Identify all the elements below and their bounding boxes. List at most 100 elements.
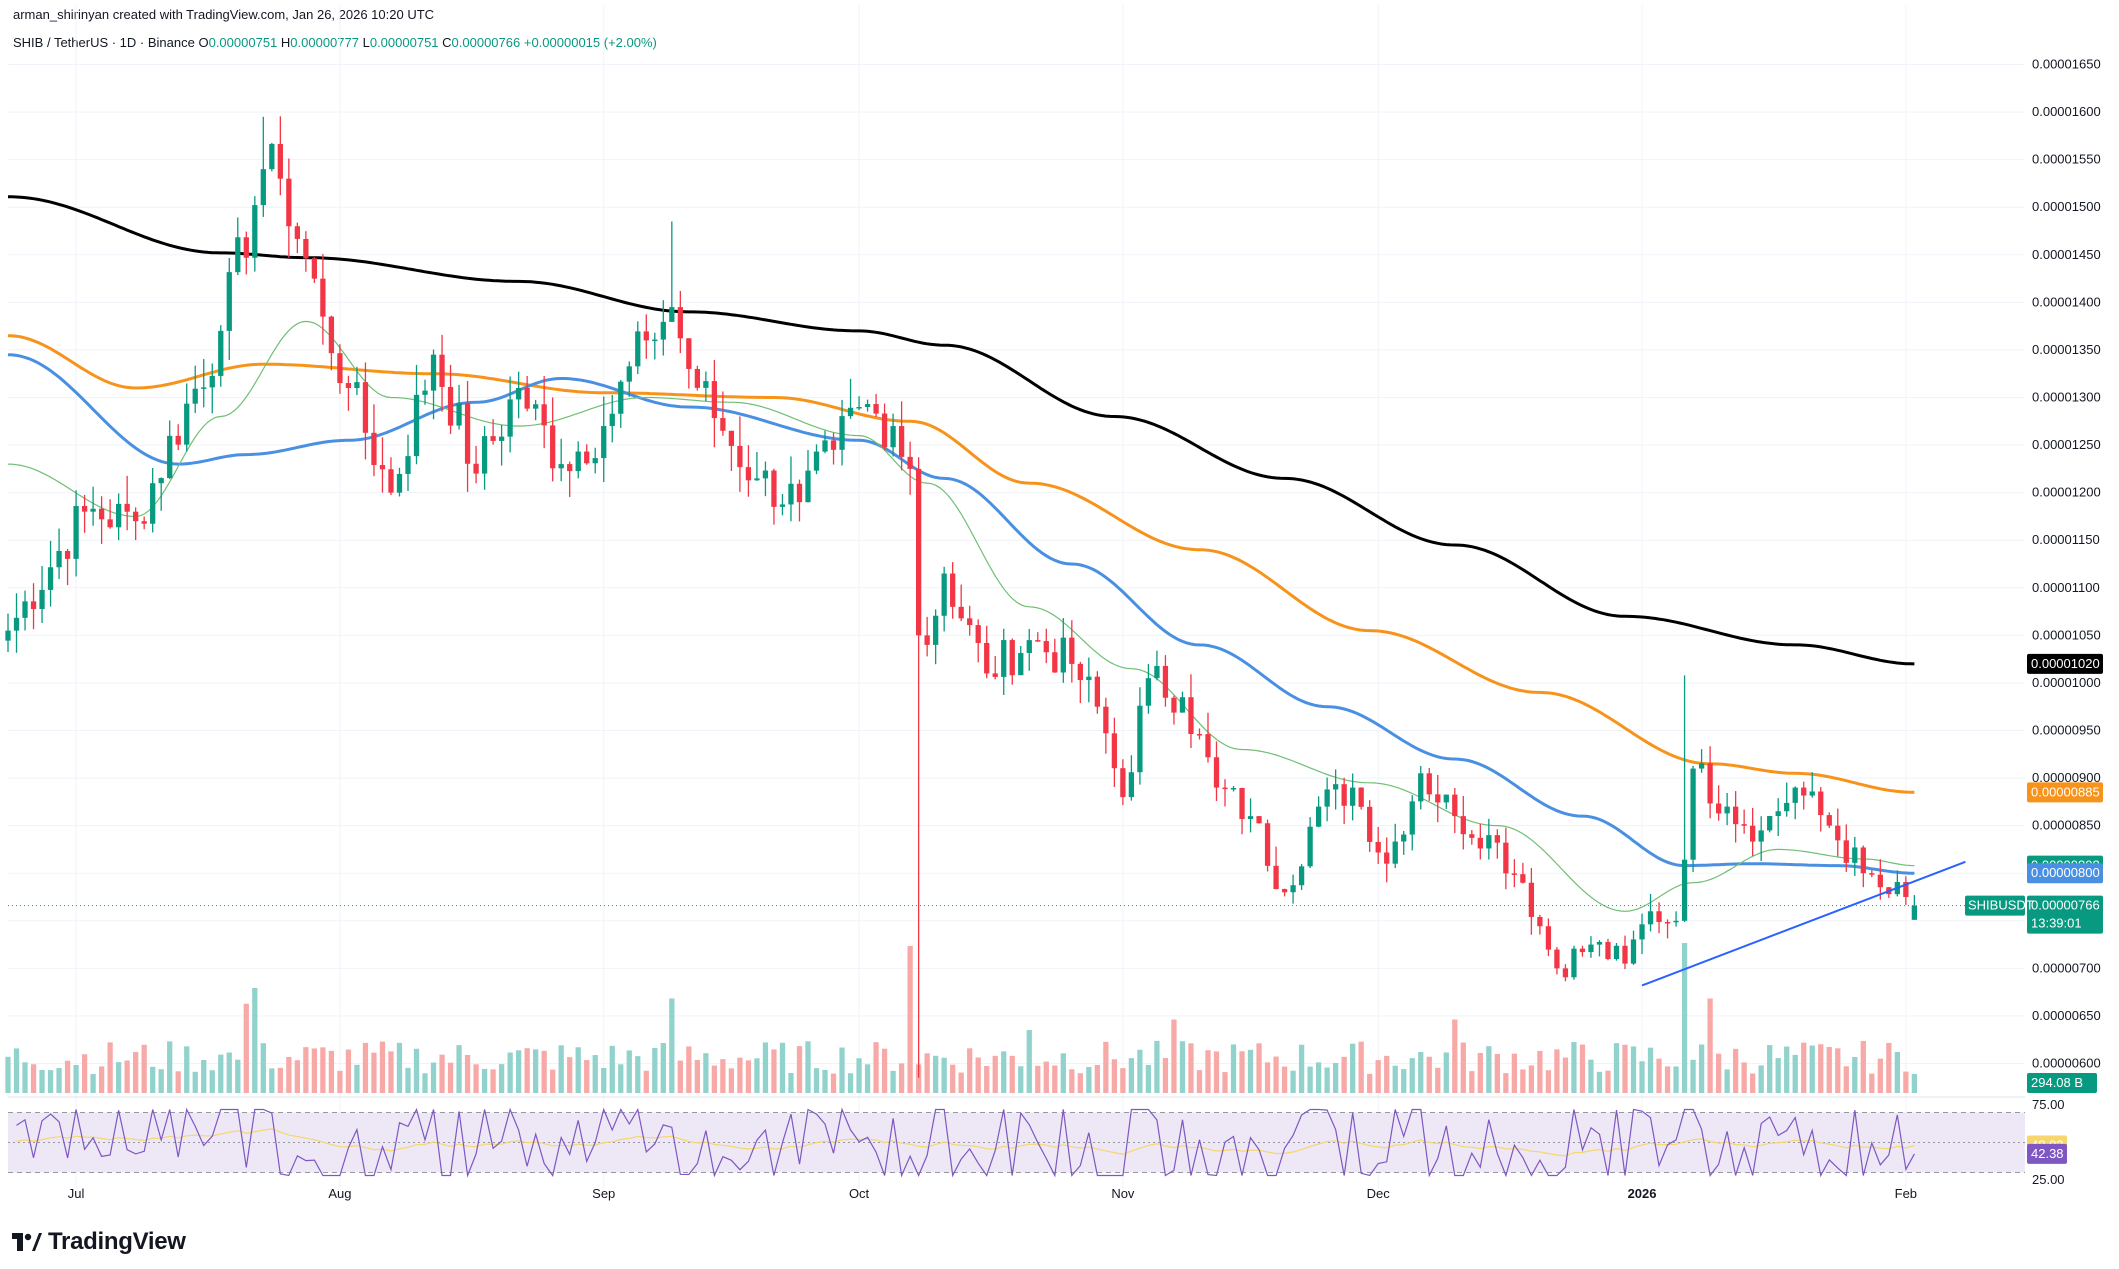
volume-bar — [13, 1048, 20, 1093]
volume-bar — [550, 1069, 556, 1093]
volume-bar — [201, 1060, 207, 1093]
volume-bar — [98, 1066, 105, 1093]
volume-bar — [498, 1064, 505, 1093]
candle-body — [1315, 806, 1322, 827]
symbol-title[interactable]: SHIB / TetherUS · 1D · Binance — [13, 35, 195, 50]
price-tick-label: 0.00001250 — [2032, 437, 2101, 452]
candle-body — [720, 418, 726, 431]
moving-averages — [7, 195, 1915, 912]
volume-bar — [1111, 1059, 1118, 1093]
candle-body — [1350, 787, 1356, 806]
volume-bar — [1860, 1040, 1866, 1093]
candle-body — [1333, 784, 1339, 790]
candle-body — [779, 504, 786, 507]
candle-body — [277, 143, 283, 179]
high-label: H — [280, 35, 291, 50]
volume-bar — [1579, 1044, 1586, 1093]
volume-bar — [933, 1055, 939, 1093]
volume-bar — [1528, 1065, 1535, 1093]
volume-bar — [1537, 1050, 1543, 1093]
volume-bar — [1026, 1030, 1032, 1093]
time-tick-label: Oct — [849, 1186, 870, 1201]
tradingview-wordmark: TradingView — [48, 1228, 186, 1255]
candle-body — [992, 673, 998, 677]
volume-bar — [1809, 1045, 1815, 1093]
candle-body — [788, 483, 794, 505]
candle-body — [1052, 652, 1058, 673]
candle-body — [1707, 763, 1713, 804]
volume-bar — [124, 1060, 130, 1093]
volume-bar — [1818, 1044, 1824, 1093]
volume-bar — [133, 1052, 139, 1093]
volume-bar — [1341, 1056, 1347, 1093]
tradingview-logo-icon — [12, 1233, 42, 1251]
candle-body — [30, 601, 37, 610]
candle-body — [1852, 847, 1858, 863]
time-axis[interactable]: Jul Aug Sep Oct Nov Dec 2026 Feb — [68, 1186, 1917, 1201]
candle-body — [958, 606, 964, 619]
candle-body — [1298, 866, 1305, 886]
candle-body — [1767, 816, 1773, 831]
volume-bar — [218, 1054, 224, 1093]
candle-body — [243, 237, 249, 258]
candle-body — [873, 404, 879, 414]
candle-body — [5, 630, 11, 641]
volume-bar — [1707, 998, 1713, 1093]
candle-body — [1528, 882, 1535, 917]
volume-bar — [371, 1052, 377, 1093]
volume-bar — [1886, 1042, 1892, 1093]
volume-bar — [1426, 1056, 1432, 1093]
volume-bar — [1247, 1049, 1254, 1093]
candle-body — [1367, 806, 1373, 842]
candle-body — [703, 381, 709, 388]
volume-bar — [328, 1050, 335, 1093]
volume-bar — [1852, 1056, 1858, 1093]
candle-body — [1264, 823, 1271, 866]
candle-body — [1562, 968, 1569, 978]
candle-body — [635, 331, 641, 367]
volume-bar — [81, 1054, 88, 1093]
volume-bar — [1281, 1066, 1288, 1093]
candle-body — [64, 551, 71, 559]
volume-bar — [941, 1057, 947, 1093]
tradingview-logo[interactable]: TradingView — [12, 1228, 186, 1256]
volume-bar — [1639, 1061, 1645, 1093]
candlesticks — [5, 116, 1918, 1078]
candle-body — [1826, 815, 1832, 826]
volume-bar — [1435, 1067, 1441, 1093]
rsi-pane[interactable]: 75.00 25.00 — [8, 1096, 2065, 1187]
volume-bar — [158, 1069, 164, 1093]
volume-bar — [1715, 1053, 1722, 1093]
volume-bar — [464, 1054, 471, 1093]
volume-bar — [677, 1060, 683, 1093]
candle-body — [422, 390, 428, 395]
volume-bar — [388, 1051, 394, 1093]
candle-body — [1460, 816, 1466, 835]
candle-body — [601, 426, 607, 459]
volume-bar — [1681, 943, 1688, 1093]
volume-bar — [1758, 1065, 1764, 1093]
volume-bar — [1290, 1070, 1296, 1093]
price-tick-label: 0.00000700 — [2032, 960, 2101, 975]
candle-body — [1545, 926, 1552, 950]
candle-body — [1392, 841, 1398, 864]
volume-tag-bg — [2027, 1073, 2097, 1093]
candle-body — [694, 368, 700, 388]
candle-body — [371, 432, 377, 466]
price-tick-label: 0.00001350 — [2032, 342, 2101, 357]
volume-bar — [1375, 1060, 1381, 1093]
candle-body — [1673, 920, 1679, 923]
candle-body — [1724, 806, 1730, 814]
volume-bar — [669, 998, 675, 1093]
price-chart[interactable]: 75.00 25.00 0.00001650 0.00001600 0.0000155… — [0, 0, 2119, 1210]
volume-bar — [1145, 1064, 1152, 1093]
candle-body — [924, 635, 930, 645]
candle-body — [1188, 697, 1194, 735]
volume-bar — [558, 1045, 564, 1093]
volume-bar — [1171, 1019, 1177, 1093]
sma200-line — [7, 195, 1915, 666]
volume-bar — [1605, 1070, 1611, 1093]
volume-bar — [1324, 1067, 1330, 1093]
candle-body — [1009, 640, 1015, 676]
candle-body — [209, 375, 215, 388]
